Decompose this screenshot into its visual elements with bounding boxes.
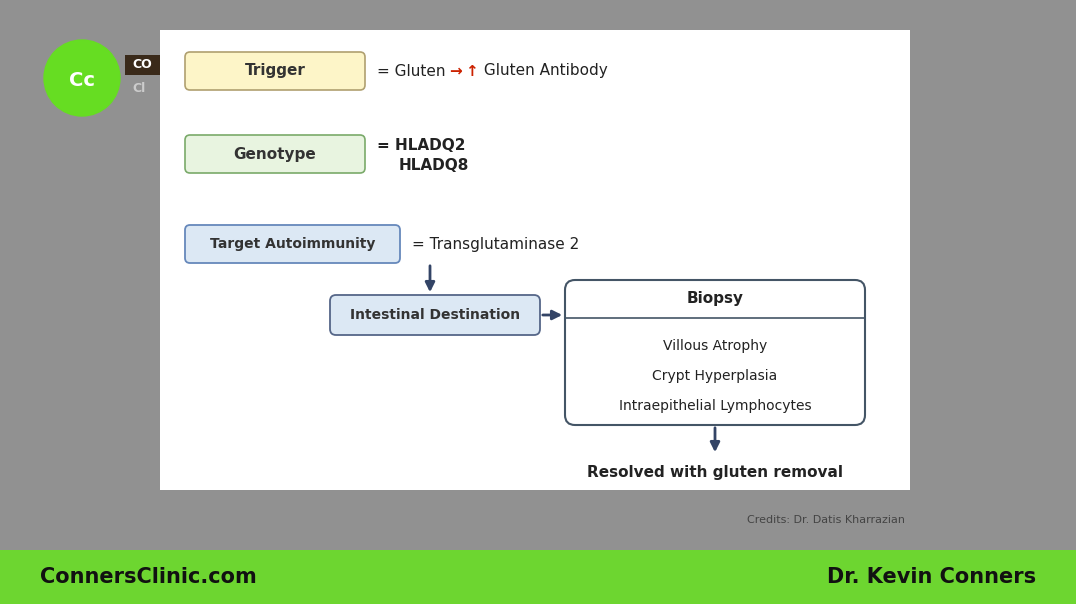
Text: = HLADQ2: = HLADQ2 xyxy=(377,138,466,153)
Text: Biopsy: Biopsy xyxy=(686,292,744,306)
Text: ↑: ↑ xyxy=(465,63,478,79)
Text: ConnersClinic.com: ConnersClinic.com xyxy=(40,567,257,587)
Text: Villous Atrophy: Villous Atrophy xyxy=(663,339,767,353)
Text: Intraepithelial Lymphocytes: Intraepithelial Lymphocytes xyxy=(619,399,811,413)
Text: = Gluten: = Gluten xyxy=(377,63,451,79)
Text: CO: CO xyxy=(132,59,152,71)
Text: Target Autoimmunity: Target Autoimmunity xyxy=(210,237,376,251)
Bar xyxy=(0,550,1076,604)
FancyBboxPatch shape xyxy=(330,295,540,335)
Circle shape xyxy=(44,40,121,116)
FancyBboxPatch shape xyxy=(185,135,365,173)
Text: Crypt Hyperplasia: Crypt Hyperplasia xyxy=(652,369,778,383)
FancyBboxPatch shape xyxy=(185,52,365,90)
Text: Resolved with gluten removal: Resolved with gluten removal xyxy=(587,464,843,480)
Bar xyxy=(160,30,910,490)
Text: Gluten Antibody: Gluten Antibody xyxy=(479,63,608,79)
Bar xyxy=(125,55,160,75)
FancyBboxPatch shape xyxy=(185,225,400,263)
Text: = Transglutaminase 2: = Transglutaminase 2 xyxy=(412,237,579,251)
Text: Genotype: Genotype xyxy=(233,147,316,161)
Text: Trigger: Trigger xyxy=(244,63,306,79)
Text: →: → xyxy=(449,63,462,79)
FancyBboxPatch shape xyxy=(565,280,865,425)
Text: Cc: Cc xyxy=(69,71,95,89)
Text: Dr. Kevin Conners: Dr. Kevin Conners xyxy=(826,567,1036,587)
Text: Credits: Dr. Datis Kharrazian: Credits: Dr. Datis Kharrazian xyxy=(747,515,905,525)
Text: Cl: Cl xyxy=(132,82,145,94)
Text: Intestinal Destination: Intestinal Destination xyxy=(350,308,520,322)
Text: HLADQ8: HLADQ8 xyxy=(399,158,469,173)
